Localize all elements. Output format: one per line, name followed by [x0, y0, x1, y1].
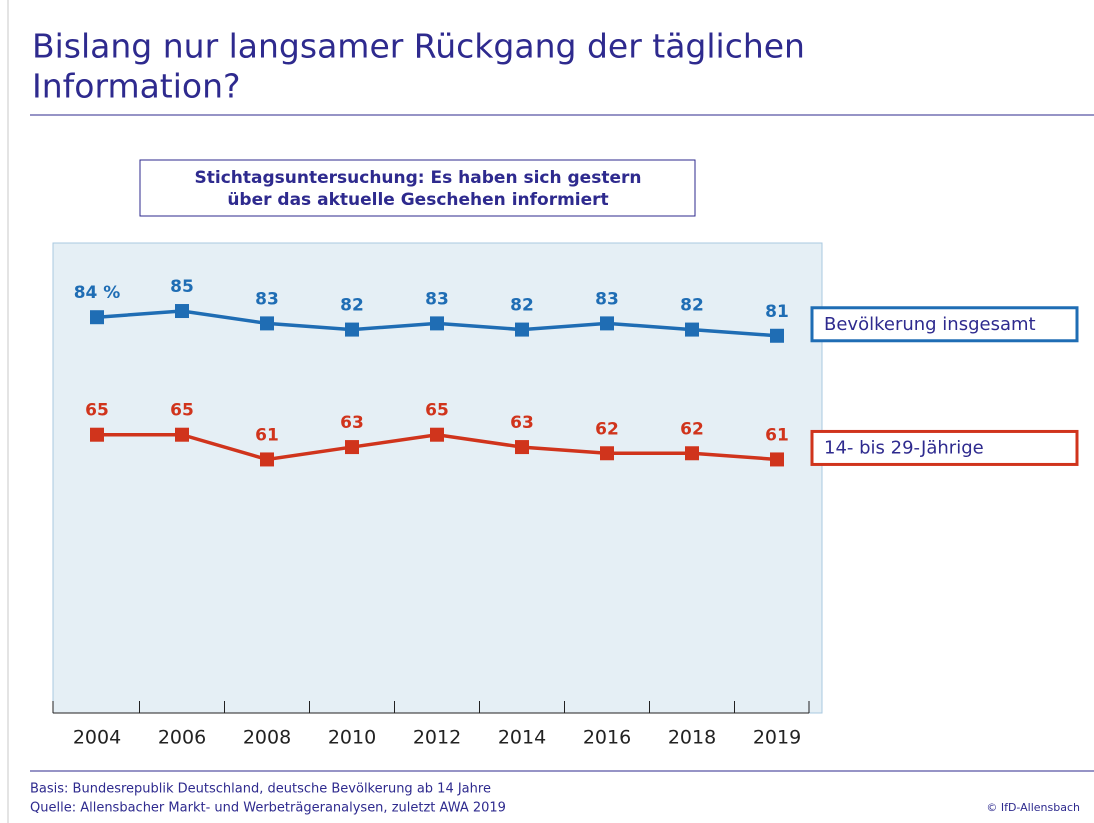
point-marker [90, 427, 104, 442]
data-label: 82 [340, 296, 364, 316]
title-line: Bislang nur langsamer Rückgang der tägli… [32, 27, 805, 66]
subtitle-line: Stichtagsuntersuchung: Es haben sich ges… [195, 168, 642, 188]
point-marker [175, 304, 189, 319]
data-label: 62 [680, 419, 704, 439]
point-marker [260, 316, 274, 331]
point-marker [515, 440, 529, 455]
data-label: 62 [595, 419, 619, 439]
subtitle-line: über das aktuelle Geschehen informiert [227, 190, 608, 210]
point-marker [430, 427, 444, 442]
point-marker [600, 316, 614, 331]
data-label: 65 [425, 401, 449, 421]
point-marker [260, 452, 274, 467]
x-tick-label: 2018 [668, 727, 716, 749]
x-tick-label: 2010 [328, 727, 376, 749]
data-label: 63 [510, 413, 534, 433]
footer-basis: Basis: Bundesrepublik Deutschland, deuts… [30, 782, 491, 797]
point-marker [600, 446, 614, 461]
subtitle-box [139, 159, 696, 217]
data-label: 65 [170, 401, 194, 421]
x-tick-label: 2016 [583, 727, 631, 749]
point-marker [770, 452, 784, 467]
data-label: 81 [765, 302, 789, 322]
point-marker [770, 328, 784, 343]
point-marker [685, 322, 699, 337]
point-marker [430, 316, 444, 331]
legend-label: 14- bis 29-Jährige [824, 437, 984, 458]
point-marker [345, 440, 359, 455]
data-label: 84 % [74, 283, 121, 303]
x-tick-label: 2006 [158, 727, 206, 749]
x-tick-label: 2014 [498, 727, 546, 749]
legend-label: Bevölkerung insgesamt [824, 314, 1036, 335]
title-line: Information? [32, 67, 241, 106]
x-tick-label: 2008 [243, 727, 291, 749]
data-label: 82 [510, 296, 534, 316]
point-marker [90, 310, 104, 325]
data-label: 65 [85, 401, 109, 421]
point-marker [345, 322, 359, 337]
legend-box [810, 429, 1079, 466]
legend-box [810, 306, 1079, 343]
x-tick-label: 2012 [413, 727, 461, 749]
data-label: 83 [425, 289, 449, 309]
data-label: 82 [680, 296, 704, 316]
data-label: 83 [255, 289, 279, 309]
point-marker [685, 446, 699, 461]
data-label: 63 [340, 413, 364, 433]
point-marker [175, 427, 189, 442]
data-label: 61 [765, 425, 789, 445]
data-label: 83 [595, 289, 619, 309]
copyright: © IfD-Allensbach [986, 801, 1080, 814]
data-label: 61 [255, 425, 279, 445]
x-tick-label: 2019 [753, 727, 801, 749]
footer-source: Quelle: Allensbacher Markt- und Werbeträ… [30, 801, 506, 816]
data-label: 85 [170, 277, 194, 297]
point-marker [515, 322, 529, 337]
x-tick-label: 2004 [73, 727, 121, 749]
